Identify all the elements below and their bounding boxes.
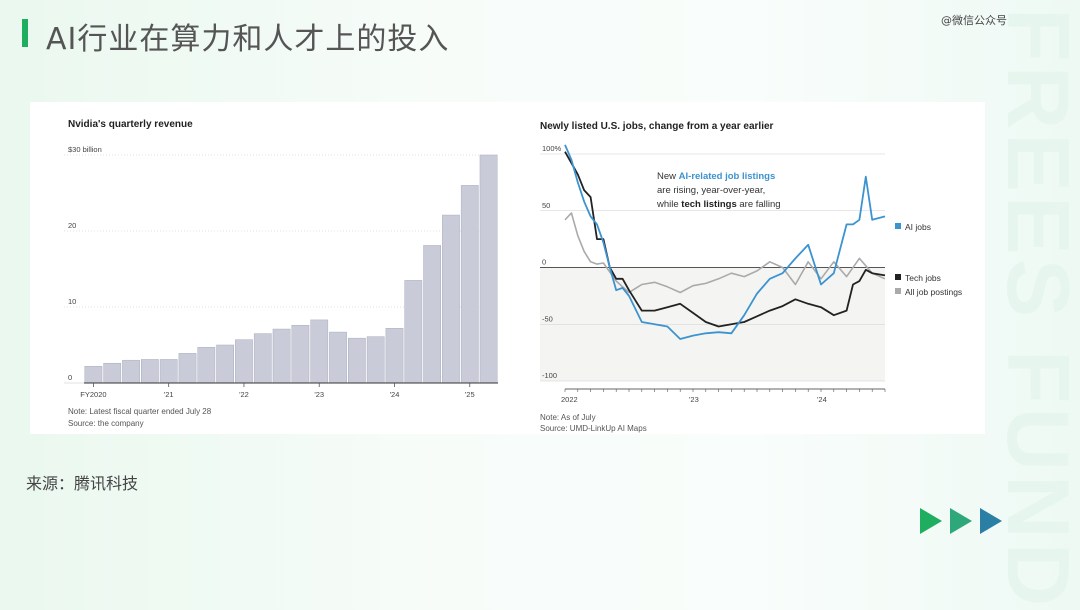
bar-ytick-label: 10 — [68, 297, 76, 306]
revenue-bar — [178, 353, 197, 384]
line-chart-note: Note: As of July — [540, 413, 596, 422]
revenue-bar — [479, 154, 498, 384]
revenue-bar — [84, 366, 103, 384]
revenue-bar — [291, 324, 310, 384]
line-chart: 100% 50 0 -50 -100 2022 '23 '24 AI jobs Tech jobs… — [540, 144, 962, 404]
line-xtick-label: '23 — [689, 395, 699, 404]
chart-panel: Nvidia's quarterly revenue 0 10 20 $30 bill… — [30, 102, 985, 434]
revenue-bar — [442, 214, 460, 384]
annotation-line3-b: tech listings — [681, 199, 736, 210]
line-xtick-label: 2022 — [561, 395, 578, 404]
chart-annotation-line2: are rising, year-over-year, — [657, 185, 765, 196]
line-ytick-label: -50 — [542, 314, 553, 323]
bar-xtick-label: '23 — [314, 390, 324, 399]
line-ytick-label: -100 — [542, 371, 557, 380]
revenue-bar — [423, 245, 441, 384]
arrow-icon-2 — [950, 508, 972, 534]
bar-ytick-label: 0 — [68, 373, 72, 382]
revenue-bar — [385, 328, 404, 384]
line-ytick-label: 50 — [542, 201, 550, 210]
source-credit: @微信公众号：峰瑞资本 — [941, 14, 1062, 27]
bar-chart-source: Source: the company — [68, 419, 144, 428]
bar-xtick-label: '21 — [164, 390, 174, 399]
line-ytick-label: 100% — [542, 144, 562, 153]
revenue-bar — [253, 333, 272, 384]
brand-watermark: FREES FUND — [989, 8, 1080, 610]
arrow-icon-1 — [920, 508, 942, 534]
legend-label: AI jobs — [905, 222, 931, 232]
page-title: AI行业在算力和人才上的投入 — [46, 22, 450, 57]
series-line-ai-jobs — [564, 144, 886, 340]
bar-xtick-label: '24 — [390, 390, 400, 399]
bar-chart-note: Note: Latest fiscal quarter ended July 2… — [68, 407, 212, 416]
brand-arrows — [920, 508, 1002, 534]
series-line-all-postings — [564, 212, 886, 294]
series-line-tech-jobs — [564, 151, 886, 328]
legend-label: All job postings — [905, 287, 962, 297]
revenue-bar — [235, 339, 253, 384]
bar-xtick-label: '25 — [465, 390, 475, 399]
revenue-bar — [122, 359, 140, 384]
line-ytick-label: 0 — [542, 258, 546, 267]
revenue-bar — [197, 347, 216, 384]
bar-chart-title: Nvidia's quarterly revenue — [68, 119, 193, 130]
revenue-bar — [310, 319, 329, 384]
legend-swatch — [895, 274, 901, 280]
legend-swatch — [895, 288, 901, 294]
annotation-line3-c: are falling — [737, 199, 781, 210]
revenue-bar — [103, 362, 122, 384]
revenue-bar — [216, 344, 234, 384]
revenue-bar — [404, 280, 423, 384]
legend-label: Tech jobs — [905, 273, 941, 283]
title-accent-bar — [22, 19, 28, 47]
revenue-bar — [159, 359, 178, 384]
bar-chart: 0 10 20 $30 billion FY2020 '21 '22 '23 '24 '25 — [64, 145, 498, 399]
line-chart-title: Newly listed U.S. jobs, change from a ye… — [540, 121, 774, 132]
revenue-bar — [460, 185, 479, 384]
revenue-bar — [141, 359, 159, 384]
legend-swatch — [895, 223, 901, 229]
bar-ytick-label: 20 — [68, 221, 76, 230]
annotation-line1-a: New — [657, 171, 679, 182]
arrow-icon-3 — [980, 508, 1002, 534]
revenue-bar — [366, 336, 385, 384]
line-xtick-label: '24 — [817, 395, 827, 404]
line-chart-source: Source: UMD-LinkUp AI Maps — [540, 424, 647, 433]
revenue-bar — [272, 328, 291, 384]
revenue-bar — [348, 337, 366, 384]
charts-svg: Nvidia's quarterly revenue 0 10 20 $30 bill… — [64, 119, 962, 433]
bar-xtick-label: '22 — [239, 390, 249, 399]
footer-source: 来源：腾讯科技 — [26, 474, 139, 493]
chart-annotation-line3: while tech listings are falling — [656, 199, 781, 210]
bar-ytick-label: $30 billion — [68, 145, 102, 154]
bar-xtick-label: FY2020 — [80, 390, 106, 399]
annotation-line1-b: AI-related job listings — [679, 171, 776, 182]
revenue-bar — [329, 331, 347, 384]
annotation-line3-a: while — [656, 199, 681, 210]
chart-annotation-line1: New AI-related job listings — [657, 171, 775, 182]
